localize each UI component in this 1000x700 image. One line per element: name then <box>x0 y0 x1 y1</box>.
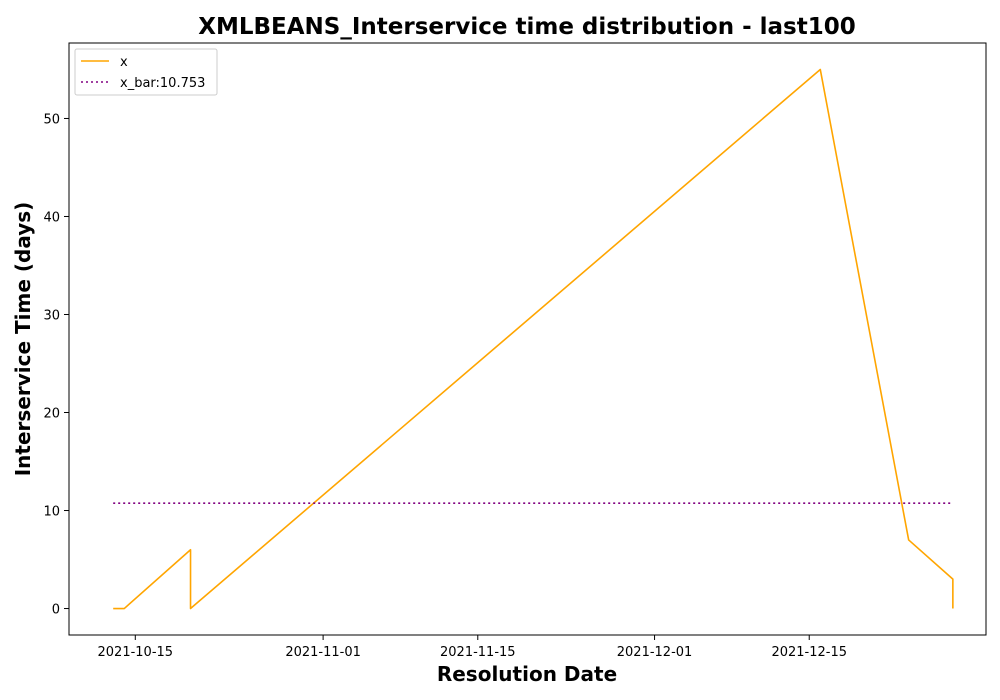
x-axis-ticks: 2021-10-15 2021-11-01 2021-11-15 2021-12-01… <box>98 635 847 660</box>
legend: x x_bar:10.753 <box>74 48 218 96</box>
x-tick-label: 2021-11-15 <box>440 645 516 660</box>
plot-area <box>68 42 987 636</box>
legend-box <box>74 48 218 96</box>
y-tick-label: 50 <box>43 112 60 127</box>
y-tick-label: 10 <box>43 505 60 520</box>
legend-label: x <box>120 55 128 70</box>
y-axis-title: Interservice Time (days) <box>11 202 35 477</box>
y-axis-ticks: 0 10 20 30 40 50 <box>43 112 69 618</box>
x-tick-label: 2021-10-15 <box>98 645 174 660</box>
chart-title: XMLBEANS_Interservice time distribution … <box>198 14 856 40</box>
x-tick-label: 2021-11-01 <box>285 645 361 660</box>
y-tick-label: 20 <box>43 407 60 422</box>
x-tick-label: 2021-12-01 <box>617 645 693 660</box>
series-layer <box>113 68 954 610</box>
x-tick-label: 2021-12-15 <box>771 645 847 660</box>
legend-label: x_bar:10.753 <box>120 76 205 91</box>
y-tick-label: 0 <box>52 603 60 618</box>
series-line-x <box>113 68 954 610</box>
y-tick-label: 30 <box>43 308 60 323</box>
x-axis-title: Resolution Date <box>437 662 617 686</box>
y-tick-label: 40 <box>43 210 60 225</box>
